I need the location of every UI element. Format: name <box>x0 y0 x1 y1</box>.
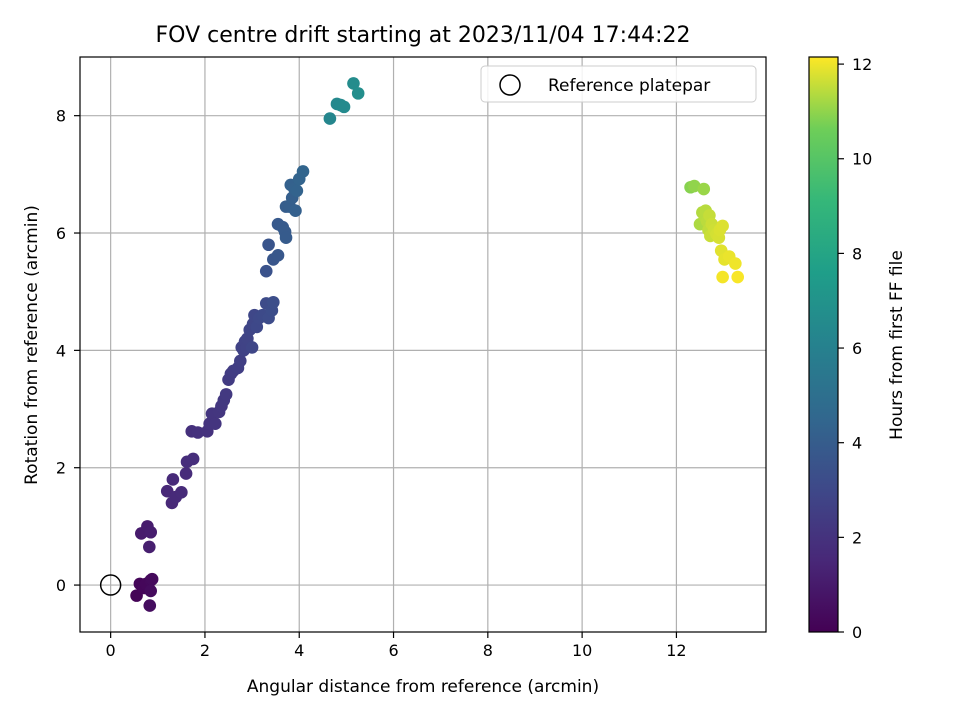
data-point <box>337 100 351 114</box>
reference-platepar-marker <box>99 574 122 596</box>
data-point <box>716 219 729 233</box>
y-tick-label: 8 <box>56 107 66 126</box>
x-tick-label: 0 <box>106 641 116 660</box>
legend: Reference platepar <box>480 65 757 103</box>
x-tick-label: 8 <box>483 641 493 660</box>
x-axis-ticks: 0 2 4 6 8 10 12 <box>106 632 687 660</box>
x-tick-label: 10 <box>572 641 592 660</box>
y-tick-label: 2 <box>56 459 66 478</box>
legend-open-circle-icon <box>499 74 521 96</box>
data-point <box>262 238 275 252</box>
data-points <box>130 77 745 612</box>
data-point <box>219 388 233 401</box>
data-point <box>347 77 360 90</box>
data-point <box>166 473 180 486</box>
x-axis-label: Angular distance from reference (arcmin) <box>247 677 599 697</box>
colorbar-tick-label: 10 <box>852 150 872 169</box>
data-point <box>271 249 285 262</box>
colorbar-gradient <box>808 56 839 633</box>
data-point <box>259 264 273 278</box>
data-point <box>143 599 157 612</box>
data-point <box>144 525 158 539</box>
x-tick-label: 4 <box>294 641 304 660</box>
data-point <box>323 112 337 125</box>
data-point <box>289 204 302 218</box>
data-point <box>729 257 742 270</box>
data-point <box>351 87 365 100</box>
x-tick-label: 12 <box>666 641 686 660</box>
data-point <box>245 341 259 354</box>
grid <box>80 57 766 632</box>
colorbar-tick-label: 8 <box>852 244 862 263</box>
y-tick-label: 4 <box>56 341 66 360</box>
data-point <box>191 426 205 439</box>
colorbar-tick-label: 6 <box>852 339 862 358</box>
data-point <box>234 354 247 368</box>
chart-title: FOV centre drift starting at 2023/11/04 … <box>156 23 691 48</box>
data-point <box>186 452 200 466</box>
colorbar-tick-label: 4 <box>852 434 862 453</box>
x-tick-label: 2 <box>200 641 210 660</box>
colorbar-tick-label: 2 <box>852 528 862 547</box>
colorbar-tick-label: 0 <box>852 623 862 642</box>
data-point <box>144 584 158 598</box>
data-point <box>209 417 222 431</box>
colorbar-ticks: 0 2 4 6 8 10 12 <box>838 55 872 642</box>
x-tick-label: 6 <box>388 641 398 660</box>
y-tick-label: 0 <box>56 576 66 595</box>
data-point <box>175 486 188 499</box>
data-point <box>143 540 156 554</box>
plot-frame <box>79 56 767 633</box>
colorbar-tick-label: 12 <box>852 55 872 74</box>
legend-label: Reference platepar <box>548 76 710 96</box>
data-point <box>697 182 711 196</box>
data-point <box>279 231 293 245</box>
data-point <box>145 572 159 586</box>
y-axis-label: Rotation from reference (arcmin) <box>22 205 42 485</box>
data-point <box>716 270 729 284</box>
legend-box <box>480 65 757 103</box>
y-axis-ticks: 0 2 4 6 8 <box>56 107 80 595</box>
colorbar-label: Hours from first FF file <box>887 250 907 440</box>
data-point <box>731 270 745 284</box>
data-point <box>296 165 310 178</box>
data-point <box>290 184 304 198</box>
colorbar: 0 2 4 6 8 10 12 Hours from first FF file <box>808 55 907 642</box>
data-point <box>267 295 280 309</box>
data-point <box>179 467 193 480</box>
y-tick-label: 6 <box>56 224 66 243</box>
